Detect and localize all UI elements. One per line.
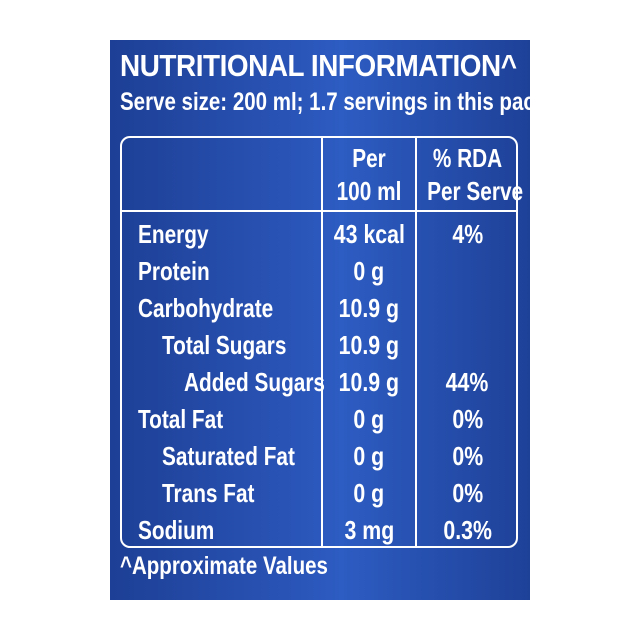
per-100ml-value-text: 43 kcal xyxy=(333,219,405,249)
table-row: Energy 43 kcal 4% xyxy=(122,216,516,253)
nutrient-label: Energy xyxy=(138,219,209,249)
nutrient-label: Total Fat xyxy=(138,404,224,434)
per-100ml-value: 10.9 g xyxy=(323,364,415,401)
rda-per-serve-header: % RDA Per Serve xyxy=(417,142,524,208)
rda-header-line2: Per Serve xyxy=(427,176,524,206)
rda-value xyxy=(417,253,518,290)
per-100ml-value: 10.9 g xyxy=(323,327,415,364)
nutrient-label: Saturated Fat xyxy=(162,441,295,471)
rda-value-text: 0% xyxy=(452,404,483,434)
nutrient-label: Trans Fat xyxy=(162,478,255,508)
approximate-values-note: ^Approximate Values xyxy=(120,552,328,580)
per-100ml-value-text: 0 g xyxy=(353,256,385,286)
column-divider-2 xyxy=(415,138,417,546)
rda-value: 0% xyxy=(417,475,518,512)
rda-value xyxy=(417,327,518,364)
rda-value-text: 0.3% xyxy=(443,515,492,545)
rda-value-text: 0% xyxy=(452,478,483,508)
table-row: Added Sugars 10.9 g 44% xyxy=(122,364,516,401)
rda-value: 4% xyxy=(417,216,518,253)
nutrient-label: Added Sugars xyxy=(184,367,325,397)
rda-value-text: 0% xyxy=(452,441,483,471)
per-100ml-value: 0 g xyxy=(323,475,415,512)
rda-value: 0.3% xyxy=(417,512,518,549)
header-divider xyxy=(122,210,516,212)
table-row: Carbohydrate 10.9 g xyxy=(122,290,516,327)
per-100ml-value-text: 0 g xyxy=(353,441,385,471)
nutrient-label: Sodium xyxy=(138,515,215,545)
per-100ml-value: 43 kcal xyxy=(323,216,415,253)
per-100ml-value-text: 10.9 g xyxy=(338,330,400,360)
per-100ml-value-text: 10.9 g xyxy=(338,367,400,397)
per-100ml-value: 0 g xyxy=(323,253,415,290)
rda-value-text: 44% xyxy=(446,367,489,397)
per-100ml-value-text: 3 mg xyxy=(344,515,394,545)
per-100ml-header-line1: Per xyxy=(352,143,386,173)
table-row: Total Fat 0 g 0% xyxy=(122,401,516,438)
nutrition-table: Per 100 ml % RDA Per Serve Energy 43 kcal… xyxy=(120,136,524,549)
table-row: Total Sugars 10.9 g xyxy=(122,327,516,364)
nutrition-label-panel: NUTRITIONAL INFORMATION^ Serve size: 200… xyxy=(110,40,530,600)
rda-value-text: 4% xyxy=(452,219,483,249)
rda-value: 44% xyxy=(417,364,518,401)
nutrient-label: Protein xyxy=(138,256,210,286)
rda-value xyxy=(417,290,518,327)
per-100ml-value: 0 g xyxy=(323,438,415,475)
per-100ml-value-text: 10.9 g xyxy=(338,293,400,323)
serve-size-text: Serve size: 200 ml; 1.7 servings in this… xyxy=(120,88,530,116)
table-row: Saturated Fat 0 g 0% xyxy=(122,438,516,475)
nutrient-label: Total Sugars xyxy=(162,330,287,360)
table-row: Trans Fat 0 g 0% xyxy=(122,475,516,512)
column-divider-1 xyxy=(321,138,323,546)
per-100ml-value: 0 g xyxy=(323,401,415,438)
rda-value: 0% xyxy=(417,438,518,475)
nutrient-label: Carbohydrate xyxy=(138,293,274,323)
per-100ml-value: 10.9 g xyxy=(323,290,415,327)
per-100ml-header-line2: 100 ml xyxy=(336,176,402,206)
rda-value: 0% xyxy=(417,401,518,438)
nutrition-title: NUTRITIONAL INFORMATION^ xyxy=(120,48,517,83)
per-100ml-value-text: 0 g xyxy=(353,404,385,434)
per-100ml-value-text: 0 g xyxy=(353,478,385,508)
table-row: Protein 0 g xyxy=(122,253,516,290)
per-100ml-header: Per 100 ml xyxy=(323,142,415,208)
table-row: Sodium 3 mg 0.3% xyxy=(122,512,516,549)
per-100ml-value: 3 mg xyxy=(323,512,415,549)
rda-header-line1: % RDA xyxy=(432,143,503,173)
